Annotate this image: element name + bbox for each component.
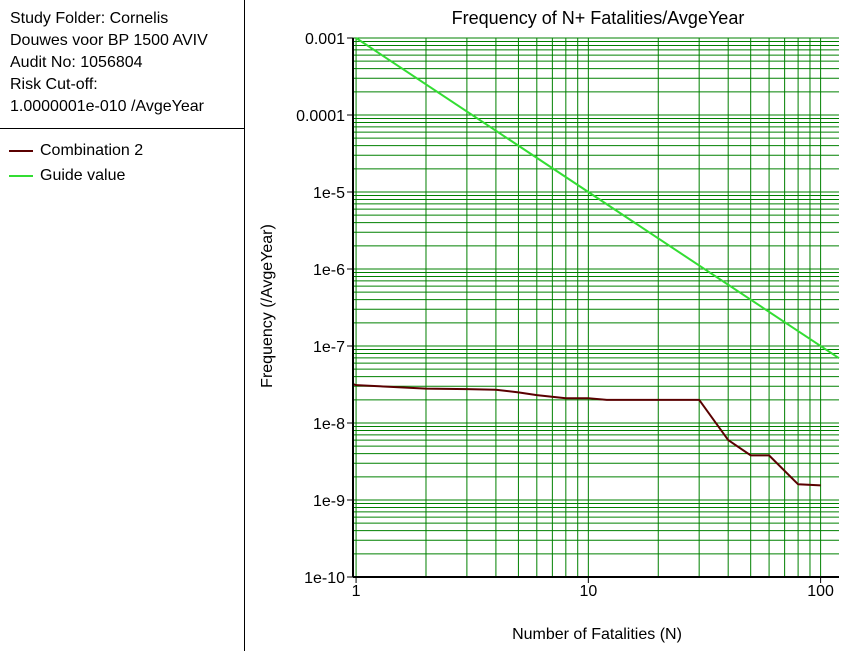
x-tick-label: 1 bbox=[352, 583, 361, 600]
audit-number: Audit No: 1056804 bbox=[10, 54, 143, 71]
y-tick-label: 1e-10 bbox=[304, 570, 345, 587]
legend-label-combination-2: Combination 2 bbox=[40, 142, 144, 159]
y-tick-label: 1e-7 bbox=[313, 339, 345, 356]
y-tick-label: 1e-5 bbox=[313, 185, 345, 202]
study-folder-line-2: Douwes voor BP 1500 AVIV bbox=[10, 32, 208, 49]
series-layer bbox=[352, 37, 840, 487]
y-axis-label: Frequency (/AvgeYear) bbox=[259, 224, 276, 388]
axes bbox=[352, 38, 839, 578]
panel-divider bbox=[0, 128, 244, 129]
legend-swatch-combination-2 bbox=[9, 150, 33, 152]
study-folder-line-1: Study Folder: Cornelis bbox=[10, 10, 169, 27]
y-tick-label: 0.0001 bbox=[296, 108, 345, 125]
legend-label-guide-value: Guide value bbox=[40, 167, 126, 184]
study-info: Study Folder: Cornelis Douwes voor BP 15… bbox=[0, 0, 244, 128]
legend-swatch-guide-value bbox=[9, 175, 33, 177]
x-tick-label: 100 bbox=[807, 583, 834, 600]
legend: Combination 2 Guide value bbox=[0, 139, 244, 189]
fn-curve-chart: Frequency of N+ Fatalities/AvgeYear Numb… bbox=[259, 8, 840, 643]
tick-labels: 0.001 0.0001 1e-5 1e-6 1e-7 1e-8 1e-9 1e-10 1 10 1… bbox=[296, 31, 834, 600]
series-line-combination-2 bbox=[352, 383, 821, 487]
risk-cutoff-label: Risk Cut-off: bbox=[10, 76, 98, 93]
risk-cutoff-value: 1.0000001e-010 /AvgeYear bbox=[10, 98, 204, 115]
y-tick-label: 1e-8 bbox=[313, 416, 345, 433]
x-tick-label: 10 bbox=[579, 583, 597, 600]
y-tick-label: 1e-6 bbox=[313, 262, 345, 279]
chart-title: Frequency of N+ Fatalities/AvgeYear bbox=[452, 8, 745, 28]
legend-item-combination-2: Combination 2 bbox=[0, 139, 244, 164]
x-axis-label: Number of Fatalities (N) bbox=[512, 626, 682, 643]
series-line-guide-value bbox=[355, 37, 840, 360]
grid bbox=[353, 37, 839, 578]
y-tick-label: 0.001 bbox=[305, 31, 345, 48]
info-panel: Study Folder: Cornelis Douwes voor BP 15… bbox=[0, 0, 245, 651]
y-tick-label: 1e-9 bbox=[313, 493, 345, 510]
legend-item-guide-value: Guide value bbox=[0, 164, 244, 189]
